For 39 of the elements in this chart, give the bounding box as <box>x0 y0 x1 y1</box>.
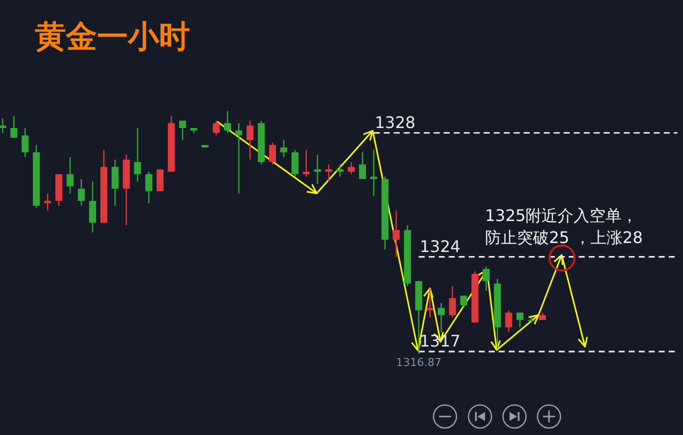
series-label: 1317 <box>420 332 460 351</box>
candlestick <box>528 316 535 324</box>
candlestick <box>212 120 220 136</box>
candlestick <box>426 288 434 318</box>
candlestick <box>280 140 288 158</box>
candlestick <box>66 156 74 194</box>
candlestick <box>10 115 18 138</box>
annotation: 1325附近介入空单，防止突破25 ，上涨28 <box>485 206 643 247</box>
candlestick <box>224 110 232 134</box>
candlestick <box>359 152 366 180</box>
candlestick <box>134 127 142 182</box>
series-label: 1324 <box>420 236 460 256</box>
series-label: 1328 <box>374 112 416 132</box>
candlestick <box>482 266 490 292</box>
annotation: 1316.87 <box>396 356 442 369</box>
candlestick <box>112 159 119 206</box>
chart-title: 黄金一小时 <box>35 19 190 55</box>
candlestick <box>235 122 242 194</box>
candlestick <box>0 118 6 134</box>
candlestick <box>78 178 85 206</box>
candlestick <box>292 149 298 178</box>
candlestick <box>89 180 96 234</box>
candlestick <box>505 310 512 333</box>
candlestick <box>314 154 321 184</box>
candlestick <box>22 127 29 158</box>
candlestick <box>348 161 355 175</box>
candlestick <box>370 149 378 197</box>
candlestick <box>392 210 400 258</box>
candlestick <box>246 120 254 160</box>
candlestick <box>179 120 186 141</box>
candlestick <box>44 193 52 212</box>
candlestick <box>516 312 524 328</box>
candlestick <box>145 171 152 204</box>
candlestick <box>336 164 344 178</box>
candlestick <box>269 142 276 166</box>
candlestick <box>438 302 445 333</box>
candlestick <box>460 295 468 308</box>
candlestick <box>325 164 332 182</box>
candlestick <box>448 285 456 318</box>
